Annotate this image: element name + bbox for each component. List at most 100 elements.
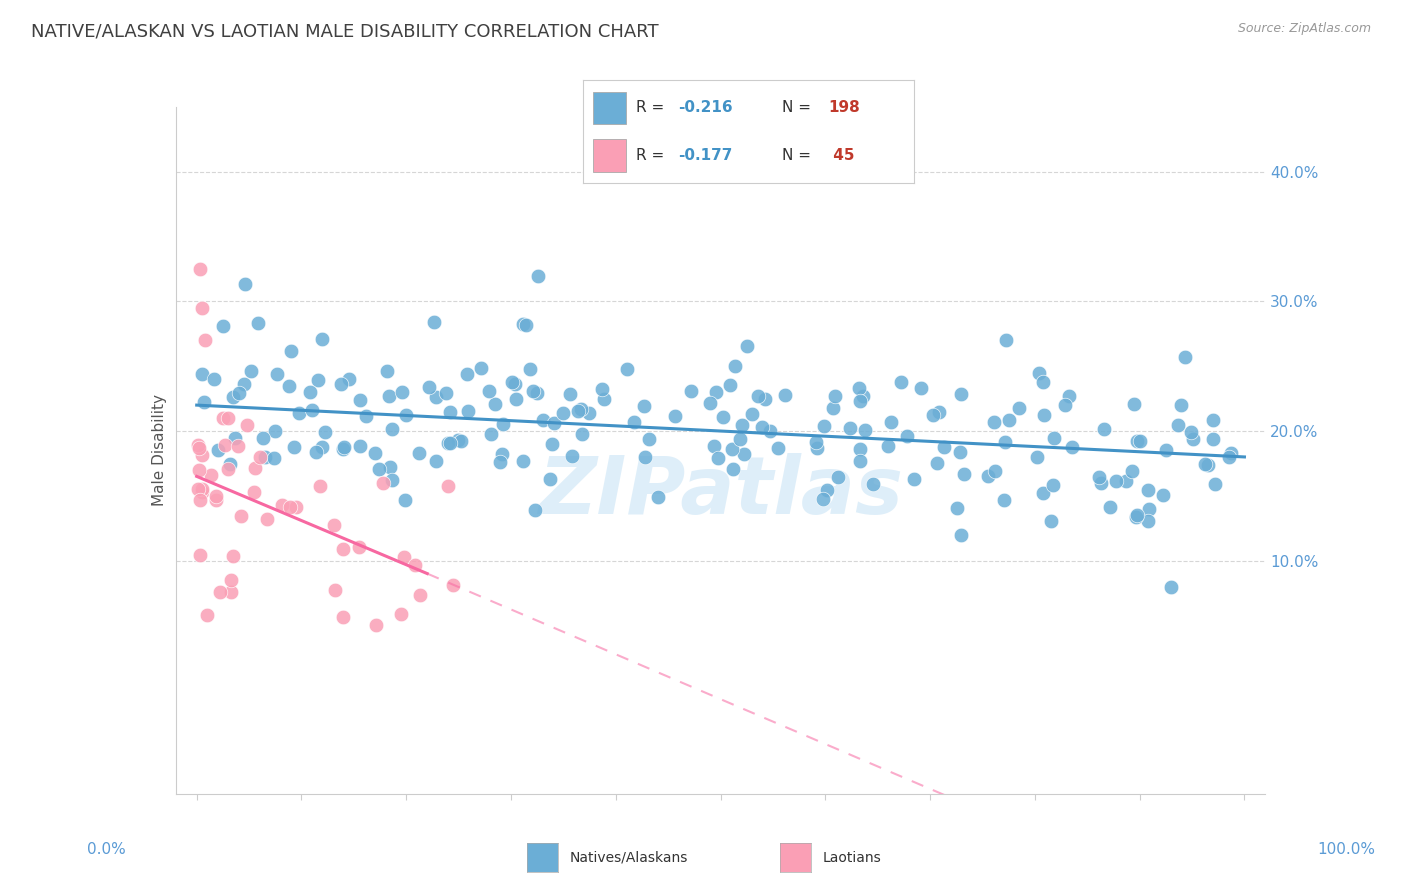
Point [284, 500, 307, 514]
Point [1137, 483, 1160, 497]
Point [208, 585, 231, 599]
Text: ZIPatlas: ZIPatlas [538, 452, 903, 531]
Text: N =: N = [782, 101, 811, 115]
Point [205, 492, 228, 507]
Point [439, 405, 461, 419]
Point [512, 454, 534, 468]
Point [235, 417, 257, 432]
Text: Natives/Alaskans: Natives/Alaskans [569, 851, 688, 864]
Point [815, 483, 838, 498]
Point [194, 334, 217, 348]
Point [735, 339, 758, 353]
Point [195, 607, 218, 622]
Point [408, 588, 430, 602]
Point [994, 435, 1017, 450]
Point [437, 478, 460, 492]
Point [1123, 397, 1146, 411]
Point [1032, 375, 1054, 389]
Point [380, 459, 402, 474]
Point [425, 390, 447, 404]
Text: R =: R = [637, 101, 665, 115]
Point [824, 389, 846, 403]
Point [1042, 478, 1064, 492]
Text: Source: ZipAtlas.com: Source: ZipAtlas.com [1237, 22, 1371, 36]
Point [191, 482, 214, 496]
Point [758, 424, 780, 438]
Text: R =: R = [637, 148, 665, 162]
Point [436, 436, 458, 450]
Point [375, 364, 398, 378]
Point [804, 434, 827, 449]
Point [228, 385, 250, 400]
Point [647, 490, 669, 504]
Point [425, 454, 447, 468]
Text: NATIVE/ALASKAN VS LAOTIAN MALE DISABILITY CORRELATION CHART: NATIVE/ALASKAN VS LAOTIAN MALE DISABILIT… [31, 22, 658, 40]
Point [634, 450, 657, 464]
Point [1125, 508, 1147, 523]
Point [394, 493, 416, 508]
Point [983, 464, 1005, 478]
Point [395, 408, 418, 422]
Point [337, 372, 360, 386]
Point [593, 392, 616, 407]
Point [235, 277, 257, 292]
Point [1139, 501, 1161, 516]
Point [890, 375, 912, 389]
Point [404, 558, 426, 572]
Point [207, 443, 229, 458]
Point [718, 377, 741, 392]
Point [491, 447, 513, 461]
Point [457, 403, 479, 417]
Point [526, 386, 548, 401]
Point [571, 427, 593, 442]
Point [1126, 434, 1149, 448]
Point [484, 397, 506, 411]
Point [543, 417, 565, 431]
Point [381, 473, 404, 487]
Point [1180, 425, 1202, 440]
Point [191, 301, 214, 315]
Point [1028, 366, 1050, 380]
Point [578, 406, 600, 420]
Point [1105, 475, 1128, 489]
Point [849, 442, 872, 457]
Point [699, 396, 721, 410]
Point [723, 462, 745, 476]
Point [447, 433, 470, 447]
Point [922, 408, 945, 422]
Point [1136, 514, 1159, 528]
Point [391, 384, 413, 399]
Point [364, 446, 387, 460]
Point [311, 332, 333, 346]
Point [226, 439, 249, 453]
Point [754, 392, 776, 406]
Point [332, 610, 354, 624]
Text: -0.216: -0.216 [678, 101, 733, 115]
Text: -0.177: -0.177 [678, 148, 733, 162]
Point [229, 509, 252, 524]
Point [1090, 475, 1112, 490]
Point [551, 406, 574, 420]
Point [187, 482, 209, 496]
Point [1154, 442, 1177, 457]
Point [256, 512, 278, 526]
Point [1042, 432, 1064, 446]
Point [880, 415, 903, 429]
Point [827, 470, 849, 484]
Point [501, 375, 523, 389]
Point [733, 447, 755, 461]
Point [983, 415, 1005, 429]
Point [263, 450, 285, 465]
Point [239, 364, 262, 378]
Point [270, 498, 292, 512]
Point [288, 407, 311, 421]
Point [456, 368, 478, 382]
Point [381, 422, 404, 436]
Point [224, 432, 246, 446]
Point [418, 379, 440, 393]
Point [531, 413, 554, 427]
Point [304, 444, 326, 458]
Point [768, 442, 790, 456]
Text: 45: 45 [828, 148, 855, 162]
Point [1160, 580, 1182, 594]
